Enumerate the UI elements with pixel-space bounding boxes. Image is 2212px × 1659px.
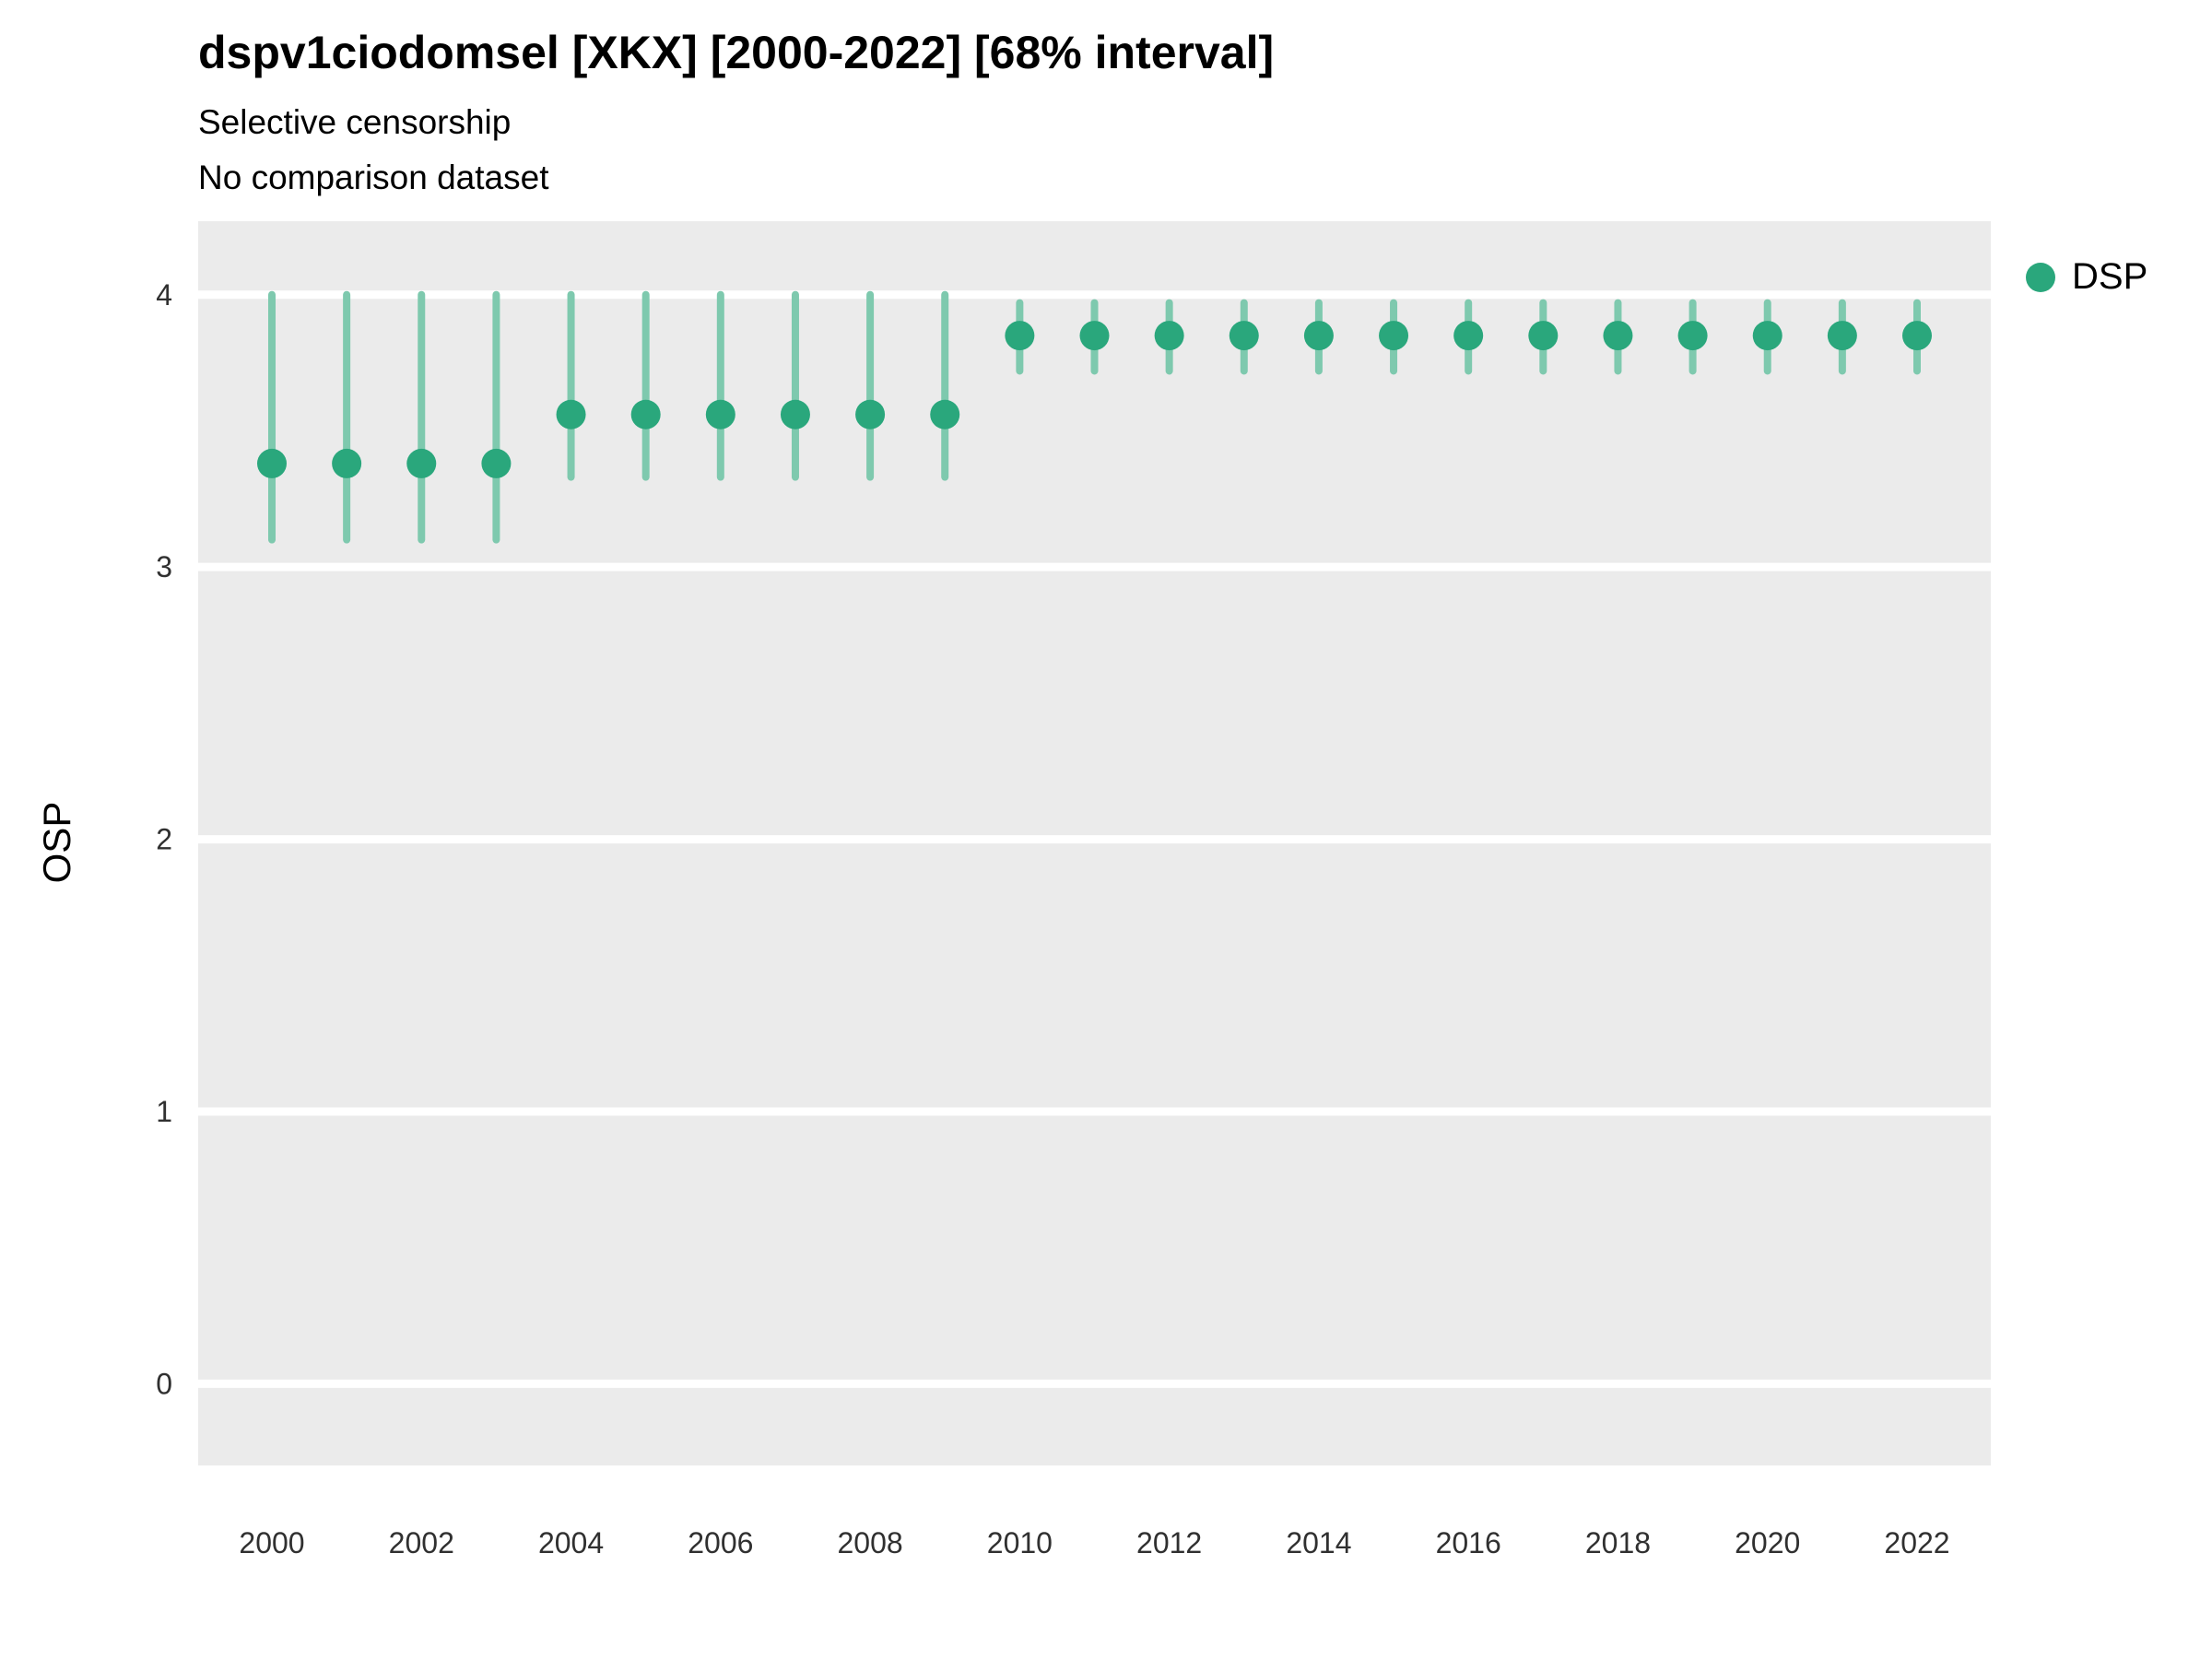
data-point-2010	[1005, 321, 1035, 351]
data-point-2022	[1902, 321, 1932, 351]
data-point-2012	[1154, 321, 1184, 351]
y-tick-label-2: 2	[156, 823, 172, 856]
y-tick-label-3: 3	[156, 550, 172, 583]
data-point-2020	[1752, 321, 1783, 351]
data-point-2016	[1453, 321, 1484, 351]
x-tick-label-2008: 2008	[837, 1526, 902, 1559]
x-tick-label-2022: 2022	[1884, 1526, 1949, 1559]
y-axis-title: OSP	[35, 801, 78, 884]
data-point-2004	[556, 399, 586, 429]
x-tick-label-2014: 2014	[1286, 1526, 1351, 1559]
data-point-2009	[930, 399, 960, 429]
data-point-2017	[1528, 321, 1559, 351]
data-point-2008	[855, 399, 886, 429]
data-point-2013	[1229, 321, 1259, 351]
x-tick-label-2004: 2004	[538, 1526, 604, 1559]
data-point-2014	[1303, 321, 1334, 351]
data-point-2000	[257, 448, 287, 478]
y-tick-label-0: 0	[156, 1367, 172, 1400]
legend-dsp-point-icon	[2026, 262, 2055, 292]
x-tick-label-2012: 2012	[1136, 1526, 1202, 1559]
data-point-2001	[332, 448, 362, 478]
data-point-2002	[406, 448, 437, 478]
data-point-2006	[705, 399, 735, 429]
x-tick-label-2020: 2020	[1735, 1526, 1800, 1559]
data-point-2005	[630, 399, 661, 429]
x-tick-label-2018: 2018	[1585, 1526, 1651, 1559]
x-tick-label-2016: 2016	[1436, 1526, 1501, 1559]
data-point-2015	[1379, 321, 1409, 351]
chart-subtitle-1: Selective censorship	[198, 103, 512, 141]
data-point-2011	[1079, 321, 1110, 351]
data-point-2019	[1677, 321, 1708, 351]
legend: DSP	[2026, 256, 2147, 298]
data-point-2003	[481, 448, 512, 478]
legend-dsp-label: DSP	[2072, 256, 2148, 297]
chart-title: dspv1ciodomsel [XKX] [2000-2022] [68% in…	[198, 27, 1275, 78]
x-tick-label-2010: 2010	[987, 1526, 1053, 1559]
x-tick-label-2000: 2000	[239, 1526, 304, 1559]
data-point-2007	[780, 399, 810, 429]
data-point-2021	[1827, 321, 1857, 351]
chart-subtitle-2: No comparison dataset	[198, 159, 549, 196]
x-tick-label-2002: 2002	[389, 1526, 454, 1559]
y-tick-label-1: 1	[156, 1095, 172, 1128]
data-point-2018	[1603, 321, 1633, 351]
x-tick-label-2006: 2006	[688, 1526, 753, 1559]
y-tick-label-4: 4	[156, 278, 172, 312]
